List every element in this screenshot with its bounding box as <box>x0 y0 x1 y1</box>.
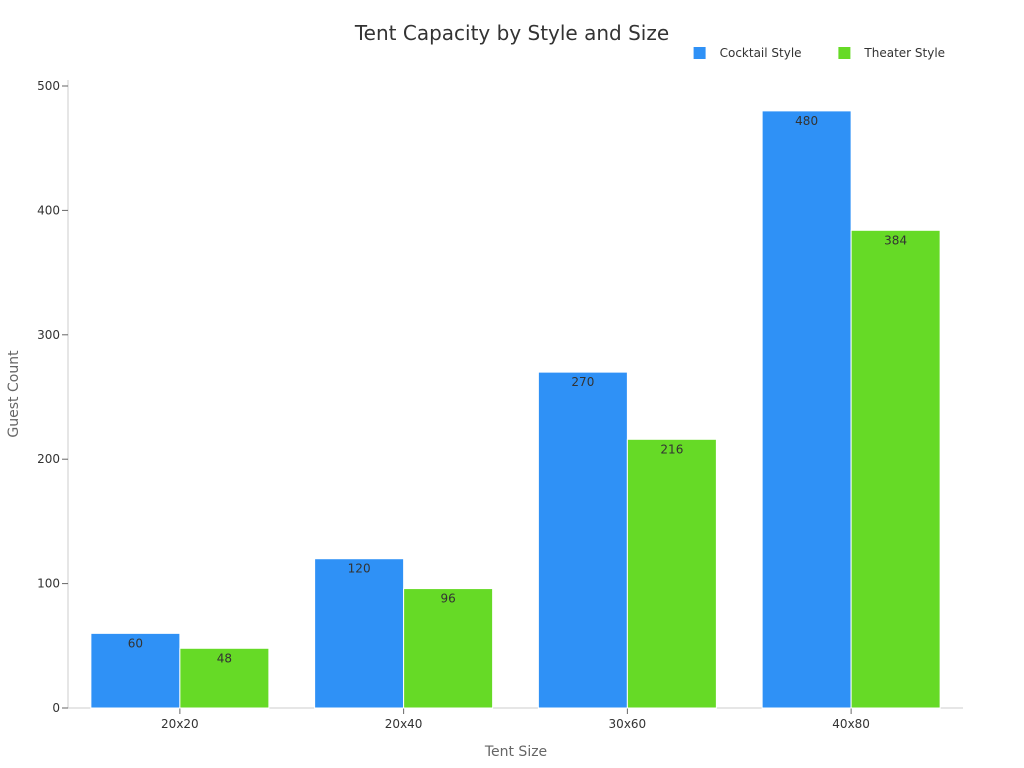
legend-swatch <box>693 47 706 59</box>
legend-label: Theater Style <box>863 46 945 60</box>
legend-swatch <box>838 47 851 59</box>
bar <box>314 558 405 709</box>
bar <box>850 229 941 709</box>
legend-label: Cocktail Style <box>720 46 802 60</box>
x-tick-label: 20x20 <box>161 717 199 731</box>
y-axis-title: Guest Count <box>6 350 22 438</box>
x-tick-label: 40x80 <box>832 717 870 731</box>
y-tick-label: 500 <box>37 79 60 93</box>
bar <box>403 588 494 709</box>
x-tick-label: 30x60 <box>609 717 647 731</box>
data-label: 384 <box>884 233 907 247</box>
bar <box>537 371 628 709</box>
x-tick-label: 20x40 <box>385 717 423 731</box>
y-tick-label: 300 <box>37 328 60 342</box>
data-label: 480 <box>795 114 818 128</box>
plot-area: 0 100 200 300 400 500 20x20 60 48 20x40 120 96 30x60… <box>37 79 963 731</box>
y-tick-label: 400 <box>37 203 60 217</box>
data-label: 48 <box>217 651 232 665</box>
data-label: 120 <box>348 562 371 576</box>
x-axis-title: Tent Size <box>484 744 547 760</box>
bar <box>761 110 852 709</box>
data-label: 96 <box>440 592 455 606</box>
y-tick-label: 100 <box>37 577 60 591</box>
y-tick-label: 200 <box>37 452 60 466</box>
bar <box>179 647 270 709</box>
y-tick-label: 0 <box>52 701 60 715</box>
chart-title: Tent Capacity by Style and Size <box>354 21 669 45</box>
data-label: 60 <box>128 636 143 650</box>
bar <box>626 438 717 709</box>
legend: Cocktail Style Theater Style <box>693 46 945 60</box>
data-label: 216 <box>660 442 683 456</box>
data-label: 270 <box>571 375 594 389</box>
